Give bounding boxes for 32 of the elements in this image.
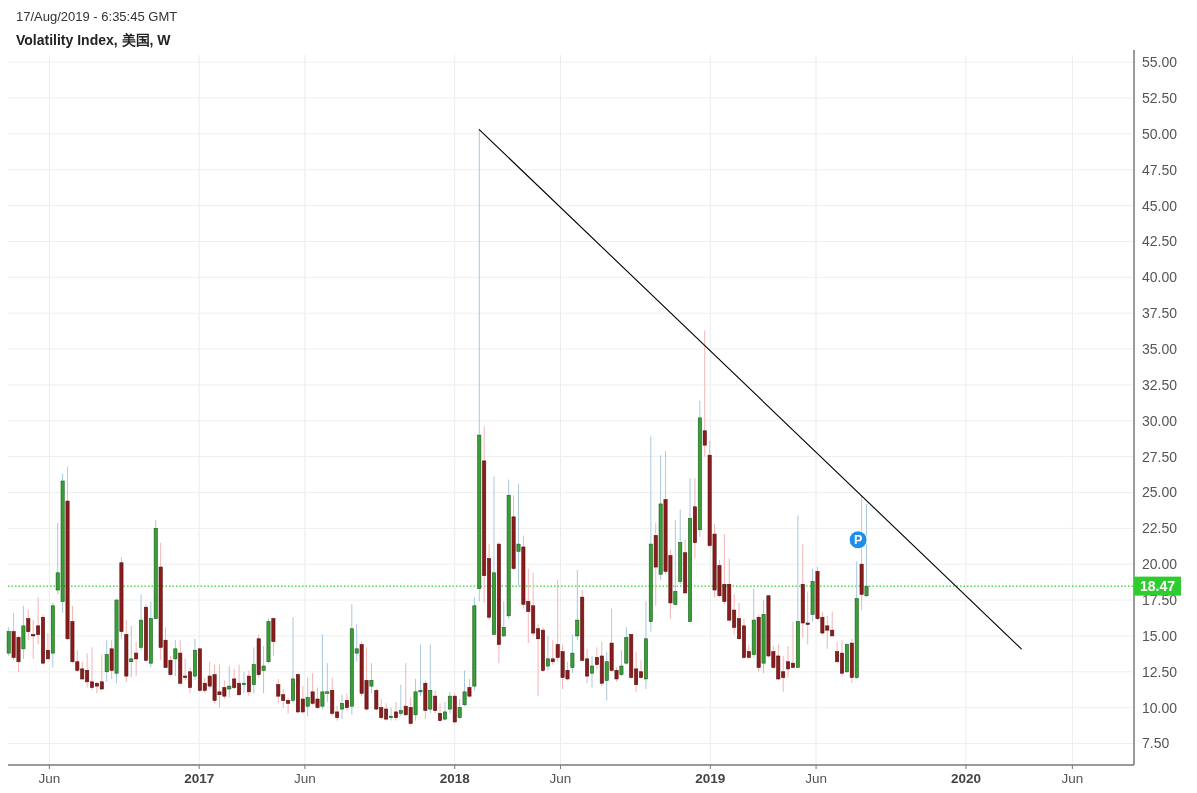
x-tick-label: 2017 <box>184 771 215 786</box>
ref-line-label: 18.47 <box>1139 578 1176 595</box>
x-tick-label: Jun <box>1061 771 1084 786</box>
y-tick-label: 32.50 <box>1142 376 1178 393</box>
y-tick-label: 42.50 <box>1142 233 1178 250</box>
annotation: P <box>853 533 863 548</box>
y-tick-label: 22.50 <box>1142 520 1178 537</box>
y-tick-label: 35.00 <box>1142 341 1178 358</box>
y-tick-label: 50.00 <box>1142 125 1178 142</box>
y-tick-label: 20.00 <box>1142 556 1178 573</box>
y-tick-label: 25.00 <box>1142 484 1178 501</box>
x-tick-label: Jun <box>805 771 827 786</box>
note: 17/Aug/2019 - 6:35:45 GMT <box>16 9 178 24</box>
y-tick-label: 27.50 <box>1142 448 1178 465</box>
y-tick-label: 12.50 <box>1142 663 1178 680</box>
x-tick-label: 2018 <box>439 771 471 786</box>
y-tick-label: 40.00 <box>1142 269 1178 286</box>
title: Volatility Index, 美国, W <box>16 32 171 48</box>
x-tick-label: 2019 <box>695 771 726 786</box>
y-tick-label: 47.50 <box>1142 161 1178 178</box>
y-tick-label: 37.50 <box>1142 305 1178 322</box>
x-tick-label: Jun <box>38 771 61 786</box>
y-tick-label: 52.50 <box>1142 90 1178 107</box>
y-tick-label: 55.00 <box>1142 54 1178 71</box>
x-tick-label: Jun <box>549 771 572 786</box>
x-tick-label: 2020 <box>950 771 981 786</box>
x-tick-label: Jun <box>294 771 316 786</box>
y-tick-label: 30.00 <box>1142 412 1178 429</box>
y-tick-label: 10.00 <box>1142 699 1178 716</box>
y-tick-label: 7.50 <box>1142 735 1170 752</box>
y-tick-label: 15.00 <box>1142 627 1178 644</box>
y-tick-label: 45.00 <box>1142 197 1178 214</box>
